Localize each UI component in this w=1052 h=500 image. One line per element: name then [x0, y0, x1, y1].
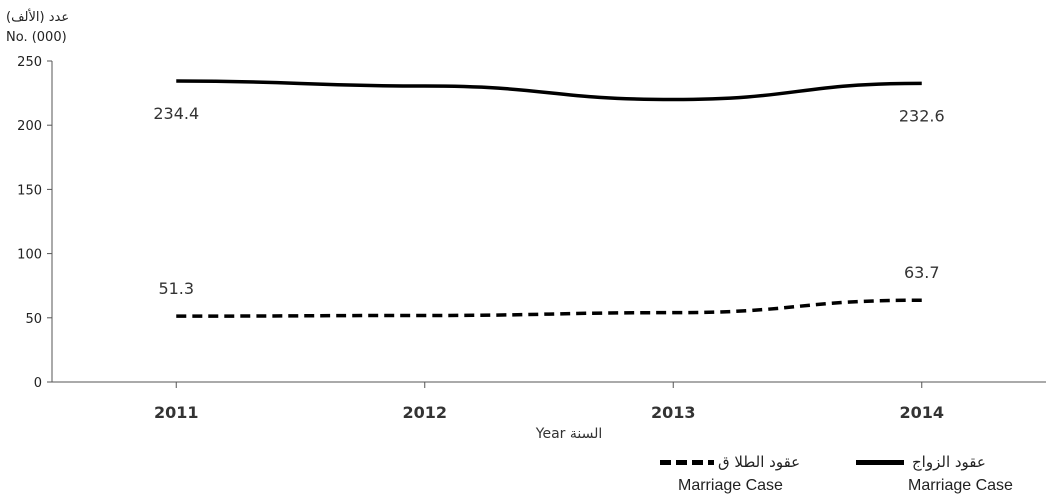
legend-label-divorce-en: Marriage Case [678, 476, 800, 496]
series-line-divorce [176, 300, 922, 316]
legend-label-marriage-en: Marriage Case [908, 476, 1013, 496]
y-tick-label: 50 [25, 312, 42, 327]
y-tick-label: 100 [17, 248, 42, 263]
legend-label-divorce-ar: عقود الطلا ق [718, 453, 800, 471]
data-label: 234.4 [153, 104, 199, 123]
legend-item-marriage: عقود الزواج Marriage Case [912, 452, 1013, 496]
legend-solid-line-swatch [856, 460, 904, 465]
x-tick-label: 2013 [651, 403, 696, 422]
legend-dashed-line-swatch [660, 460, 714, 465]
y-tick-label: 200 [17, 119, 42, 134]
x-tick-label: 2012 [402, 403, 447, 422]
y-tick-label: 0 [34, 376, 42, 391]
x-tick-label: 2014 [899, 403, 944, 422]
legend-item-divorce: عقود الطلا ق Marriage Case [718, 452, 800, 496]
x-axis-label: Year السنة [535, 426, 602, 442]
data-label: 63.7 [904, 263, 940, 282]
y-tick-label: 250 [17, 55, 42, 70]
data-label: 51.3 [158, 279, 194, 298]
x-tick-label: 2011 [154, 403, 199, 422]
legend-label-marriage-ar: عقود الزواج [912, 453, 986, 471]
y-tick-label: 150 [17, 183, 42, 198]
series-line-marriage [176, 81, 922, 99]
data-label: 232.6 [899, 106, 945, 125]
